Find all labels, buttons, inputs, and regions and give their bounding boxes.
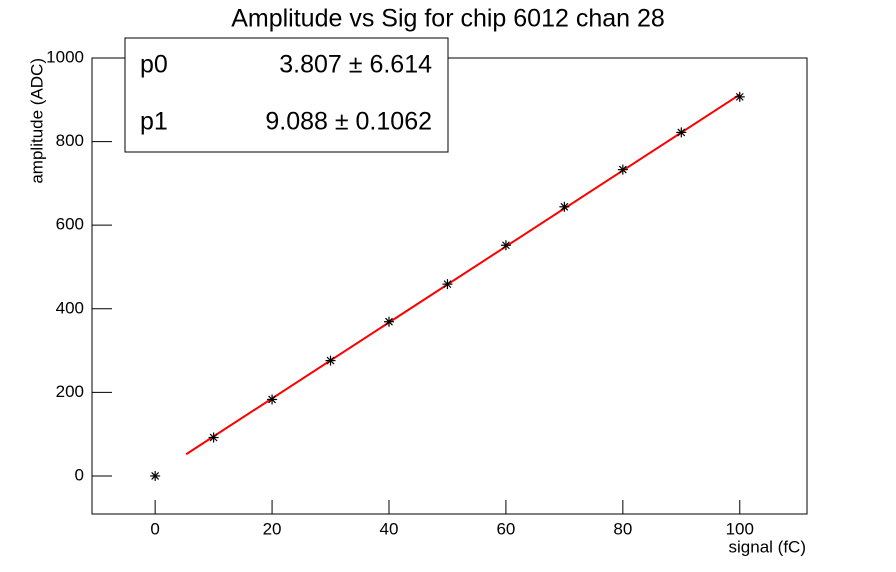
- marker-stroke: [501, 241, 510, 250]
- param-value: 9.088 ± 0.1062: [265, 108, 432, 136]
- stats-box: [124, 37, 449, 153]
- data-point: [383, 316, 394, 327]
- marker-stroke: [209, 433, 218, 442]
- data-point: [676, 127, 687, 138]
- x-tick-label: 0: [150, 519, 159, 538]
- marker-stroke: [151, 472, 160, 480]
- data-point: [325, 355, 336, 366]
- y-tick-label: 800: [56, 131, 84, 150]
- param-name: p0: [140, 51, 168, 79]
- marker-stroke: [268, 395, 276, 404]
- x-tick-label: 100: [726, 519, 754, 538]
- x-tick-label: 40: [380, 519, 399, 538]
- plot-frame: [91, 57, 808, 515]
- marker-stroke: [677, 128, 686, 137]
- marker-stroke: [735, 92, 744, 101]
- data-point: [559, 201, 570, 212]
- y-tick-label: 600: [56, 215, 84, 234]
- data-point: [734, 91, 745, 102]
- x-tick-label: 60: [496, 519, 515, 538]
- y-tick-label: 200: [56, 382, 84, 401]
- chart-title: Amplitude vs Sig for chip 6012 chan 28: [231, 5, 665, 33]
- data-point: [617, 164, 628, 175]
- data-point: [150, 470, 161, 481]
- param-value: 3.807 ± 6.614: [279, 51, 432, 79]
- x-tick-label: 20: [263, 519, 282, 538]
- y-tick-label: 400: [56, 298, 84, 317]
- data-point: [442, 279, 453, 290]
- data-point: [267, 394, 278, 405]
- data-point: [208, 432, 219, 443]
- y-tick-label: 1000: [46, 47, 84, 66]
- param-name: p1: [140, 108, 168, 136]
- x-axis-title: signal (fC): [729, 537, 806, 556]
- data-point: [500, 240, 511, 251]
- marker-stroke: [443, 280, 452, 289]
- fit-line: [185, 93, 741, 456]
- marker-stroke: [560, 202, 569, 211]
- marker-stroke: [618, 165, 627, 174]
- x-tick-label: 80: [613, 519, 632, 538]
- marker-stroke: [326, 356, 335, 365]
- y-axis-title: amplitude (ADC): [27, 58, 46, 184]
- marker-stroke: [385, 317, 393, 326]
- y-tick-label: 0: [75, 465, 84, 484]
